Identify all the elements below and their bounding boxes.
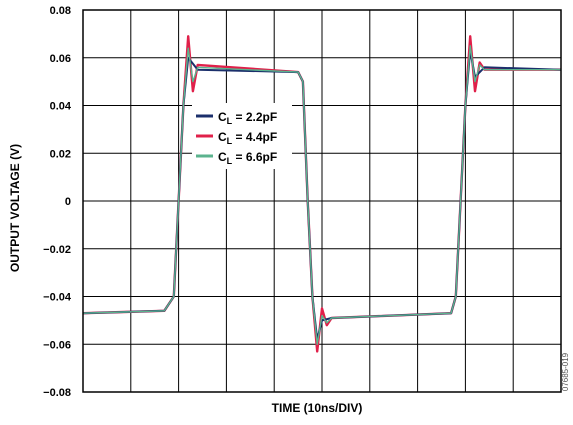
- y-tick-label: 0.02: [50, 148, 71, 160]
- grid: [83, 10, 561, 392]
- legend-entry: CL = 6.6pF: [218, 150, 277, 166]
- legend-entry: CL = 4.4pF: [218, 130, 277, 146]
- y-tick-label: 0.06: [50, 53, 71, 65]
- y-tick-label: −0.04: [43, 292, 72, 304]
- plot-area: [82, 9, 562, 393]
- legend-entry: CL = 2.2pF: [218, 110, 277, 126]
- y-axis-label: OUTPUT VOLTAGE (V): [8, 144, 22, 272]
- figure-id: 07685-019: [561, 352, 570, 391]
- series-lines: [82, 35, 562, 353]
- legend: CL = 2.2pF CL = 4.4pF CL = 6.6pF: [192, 103, 292, 169]
- y-tick-labels: 0.08 0.06 0.04 0.02 0 −0.02 −0.04 −0.06 −0.08: [43, 5, 72, 399]
- y-tick-label: 0.04: [50, 101, 72, 113]
- y-tick-label: −0.02: [43, 244, 71, 256]
- y-tick-label: −0.06: [43, 339, 71, 351]
- y-tick-label: −0.08: [43, 387, 71, 399]
- y-tick-label: 0.08: [50, 5, 71, 17]
- series-line-3: [82, 45, 561, 345]
- y-tick-label: 0: [65, 196, 71, 208]
- x-axis-label: TIME (10ns/DIV): [272, 401, 363, 415]
